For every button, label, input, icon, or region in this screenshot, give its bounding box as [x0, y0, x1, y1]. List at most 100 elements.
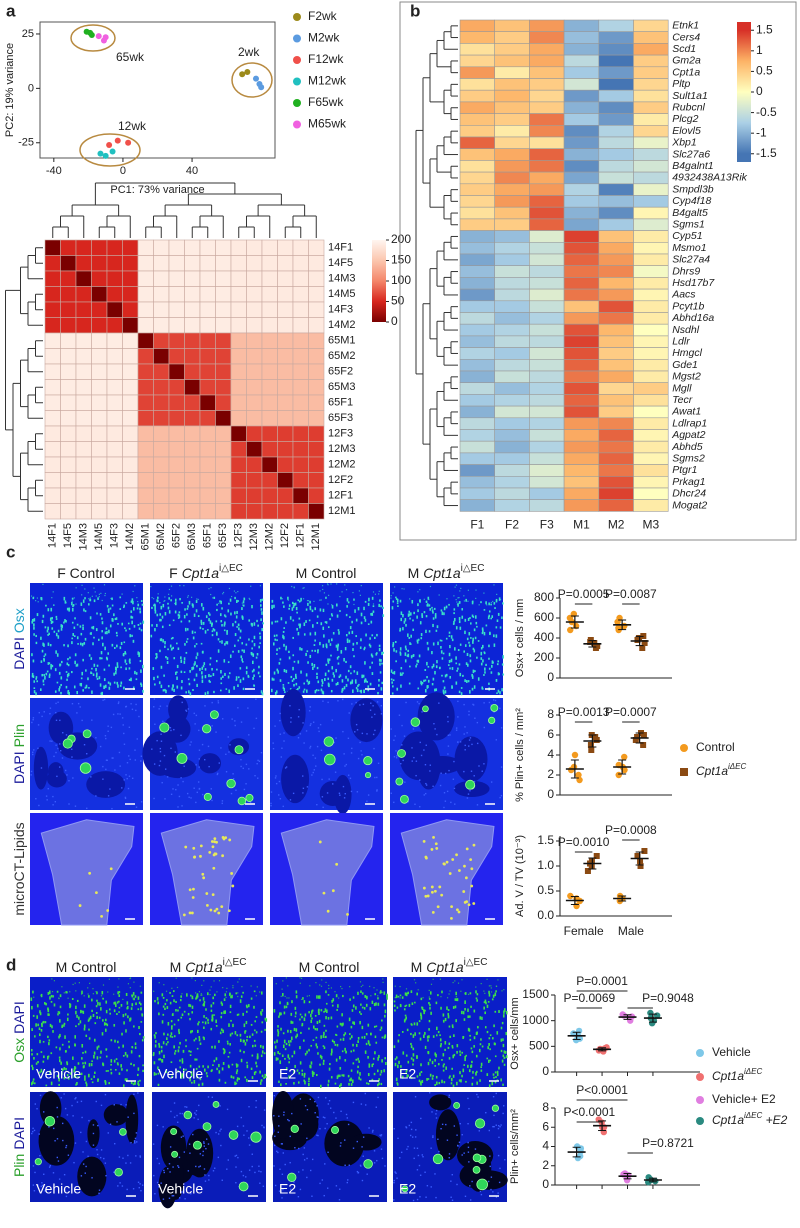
nucleus [361, 754, 362, 755]
cell-signal [458, 983, 459, 984]
nucleus [272, 742, 273, 743]
cell-signal [289, 1058, 291, 1060]
heatmap-cell [309, 271, 325, 287]
row-label: Cers4 [672, 31, 700, 43]
cell-signal [295, 1007, 297, 1010]
cell-signal [443, 1020, 445, 1023]
nucleus [360, 750, 361, 751]
cell-signal [321, 599, 322, 600]
heatmap-cell [309, 256, 325, 272]
cell-signal [380, 1029, 382, 1031]
lipid-droplet [222, 836, 225, 839]
nucleus [416, 761, 417, 762]
nucleus [32, 754, 33, 755]
cell-signal [91, 668, 93, 670]
cell-signal [84, 995, 85, 996]
nucleus [404, 736, 405, 737]
cell-signal [364, 995, 366, 998]
cell-signal [162, 626, 164, 628]
heatmap-cell [123, 426, 139, 442]
nucleus [59, 743, 60, 744]
cell-signal [486, 1073, 488, 1076]
cell-signal [463, 650, 465, 652]
lipid-droplet [100, 915, 103, 918]
heatmap-cell [123, 473, 139, 489]
row-label: Ptgr1 [672, 464, 697, 476]
colorbar [737, 22, 751, 162]
cell-signal [426, 676, 428, 678]
cell-signal [425, 679, 427, 681]
heatmap-cell [45, 457, 61, 473]
nucleus [310, 706, 311, 707]
column-label: 14F1 [47, 523, 59, 548]
column-label: 65F1 [202, 523, 214, 548]
cell-signal [263, 1077, 265, 1079]
nucleus [469, 790, 470, 791]
cell-signal [302, 997, 304, 1000]
cell-signal [377, 997, 379, 999]
cell-signal [206, 1072, 208, 1074]
cell-signal [356, 687, 358, 689]
nucleus [342, 699, 343, 700]
cell-signal [155, 1073, 157, 1075]
cell-signal [299, 618, 301, 620]
cell-signal [331, 1051, 333, 1054]
nucleus [349, 712, 350, 713]
cell-signal [33, 627, 35, 630]
row-label: Prkag1 [672, 476, 705, 488]
heatmap-cell [262, 256, 278, 272]
heatmap-cell [216, 349, 232, 365]
cell-signal [494, 1043, 496, 1045]
row-label: Dhrs9 [672, 265, 700, 277]
nucleus [378, 763, 379, 764]
nucleus [50, 1165, 51, 1166]
cell-signal [407, 992, 409, 995]
nucleus [55, 745, 56, 746]
heatmap-cell [154, 426, 170, 442]
heatmap-cell [564, 102, 599, 114]
lipid-droplet [473, 844, 476, 847]
cell-signal [125, 1013, 127, 1015]
cell-signal [292, 637, 294, 639]
nucleus [105, 1162, 106, 1163]
cell-signal [299, 601, 301, 603]
nucleus [222, 1180, 223, 1181]
row-label: PlinDAPI [11, 1117, 27, 1177]
cell-signal [117, 623, 119, 625]
cell-signal [141, 600, 143, 602]
cell-signal [241, 995, 243, 997]
cell-signal [171, 1061, 173, 1063]
nucleus [395, 750, 396, 751]
cell-signal [163, 997, 165, 999]
cell-signal [483, 991, 484, 992]
cell-signal [137, 1083, 139, 1085]
cell-signal [203, 622, 205, 625]
heatmap-cell [599, 465, 634, 477]
y-tick-label: 800 [534, 590, 554, 604]
cell-signal [74, 617, 76, 619]
cell-signal [72, 998, 74, 1000]
nucleus [156, 740, 157, 741]
cell-signal [257, 653, 259, 655]
nucleus [302, 1169, 303, 1170]
nucleus [350, 778, 351, 779]
cell-signal [286, 997, 287, 998]
cell-signal [150, 586, 151, 587]
nucleus [77, 1101, 78, 1102]
lipid-droplet [435, 847, 438, 850]
row-label: Aacs [671, 289, 696, 301]
heatmap-cell [634, 406, 669, 418]
cell-signal [170, 645, 172, 648]
heatmap-cell [634, 207, 669, 219]
cell-signal [311, 650, 313, 652]
heatmap-cell [495, 67, 530, 79]
heatmap-cell [460, 289, 495, 301]
cell-signal [41, 996, 42, 997]
nucleus [248, 1106, 249, 1107]
cell-signal [445, 1066, 447, 1069]
heatmap-cell [564, 289, 599, 301]
nucleus [454, 803, 455, 804]
cell-signal [392, 692, 394, 694]
cell-signal [489, 633, 491, 635]
nucleus [219, 1105, 220, 1106]
